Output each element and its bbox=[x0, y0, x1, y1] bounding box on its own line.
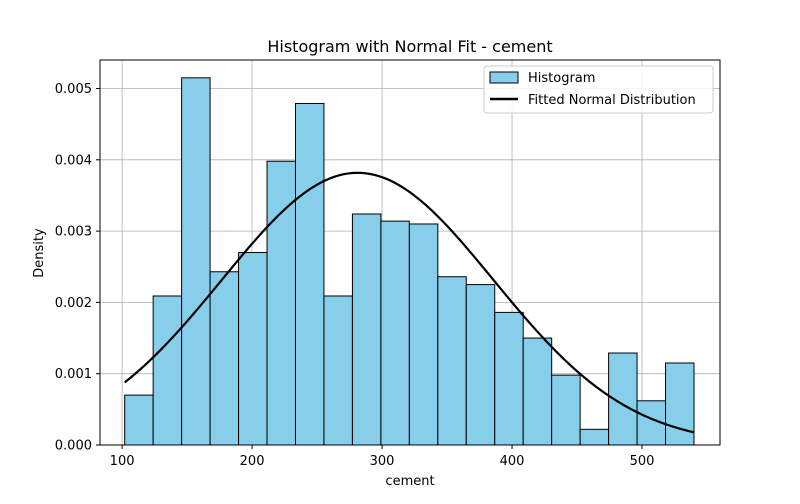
legend-normal-fit-label: Fitted Normal Distribution bbox=[528, 93, 696, 108]
y-tick-label: 0.003 bbox=[55, 225, 92, 240]
y-tick-label: 0.001 bbox=[55, 367, 92, 382]
y-tick-label: 0.005 bbox=[55, 82, 92, 97]
histogram-bar bbox=[323, 295, 353, 446]
x-tick-label: 400 bbox=[500, 454, 525, 469]
y-tick-label: 0.004 bbox=[55, 153, 92, 168]
histogram-bar bbox=[437, 276, 467, 446]
histogram-bar bbox=[266, 160, 296, 446]
chart-title: Histogram with Normal Fit - cement bbox=[267, 37, 552, 56]
normal-fit-curve bbox=[124, 171, 695, 434]
y-axis-ticks: 0.000 0.001 0.002 0.003 0.004 0.005 bbox=[55, 82, 100, 454]
legend: Histogram Fitted Normal Distribution bbox=[483, 65, 714, 114]
legend-histogram-swatch bbox=[489, 71, 519, 84]
histogram-bar bbox=[209, 271, 240, 446]
histogram-bar bbox=[152, 295, 183, 446]
histogram-bar bbox=[380, 220, 410, 446]
y-axis-label: Density bbox=[32, 228, 47, 278]
x-axis-ticks: 100 200 300 400 500 bbox=[110, 445, 655, 469]
histogram-bar bbox=[494, 311, 524, 446]
x-tick-label: 200 bbox=[240, 454, 265, 469]
normal-fit-layer bbox=[124, 171, 695, 434]
histogram-bar bbox=[665, 362, 695, 446]
x-tick-label: 300 bbox=[370, 454, 395, 469]
histogram-bar bbox=[522, 337, 553, 446]
legend-histogram-label: Histogram bbox=[528, 71, 595, 86]
x-tick-label: 100 bbox=[110, 454, 135, 469]
plot-frame bbox=[99, 59, 721, 446]
x-axis-label: cement bbox=[385, 474, 434, 489]
histogram-bar bbox=[465, 284, 496, 446]
histogram-bar bbox=[551, 374, 581, 446]
histogram-bar bbox=[579, 428, 610, 446]
histogram-bar bbox=[124, 394, 154, 446]
histogram-bars bbox=[124, 77, 695, 446]
histogram-bar bbox=[408, 223, 439, 446]
y-tick-label: 0.000 bbox=[55, 439, 92, 454]
legend-box bbox=[483, 65, 714, 114]
histogram-bar bbox=[238, 252, 268, 446]
histogram-bar bbox=[294, 102, 325, 446]
histogram-bar bbox=[351, 213, 382, 446]
y-tick-label: 0.002 bbox=[55, 296, 92, 311]
x-tick-label: 500 bbox=[630, 454, 655, 469]
histogram-bar bbox=[181, 77, 211, 446]
